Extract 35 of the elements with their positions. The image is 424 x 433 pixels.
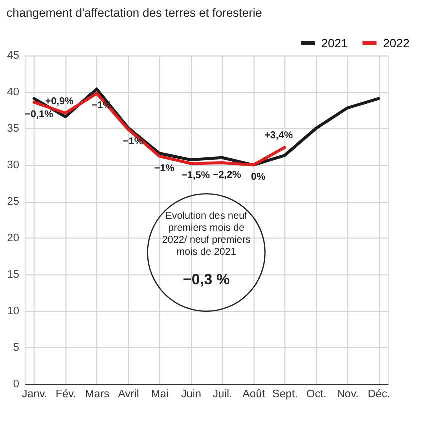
annotation: Evolution des neuf premiers mois de 2022/ neuf premiers mois de 2021 [162, 210, 251, 258]
y-tick-label: 25 [7, 196, 20, 208]
x-tick-label: Sept. [272, 388, 298, 401]
y-tick-label: 35 [7, 123, 20, 136]
x-tick-label: Mars [85, 388, 110, 401]
x-tick-label: Mai [151, 388, 169, 401]
y-tick-label: 15 [7, 269, 20, 282]
annotation: −0,1% [25, 109, 54, 120]
legend-label: 2022 [383, 36, 410, 50]
legend-label: 2021 [321, 36, 348, 50]
annotation: −0,3 % [183, 272, 230, 289]
annotation: −1% [123, 136, 144, 148]
chart-subtitle: changement d'affectation des terres et foresterie [6, 6, 263, 20]
x-tick-label: Avril [118, 388, 140, 401]
x-tick-label: Fév. [56, 388, 76, 401]
annotation: 0% [251, 172, 266, 184]
x-tick-label: Juil. [212, 388, 232, 401]
y-tick-label: 10 [7, 306, 20, 318]
x-tick-label: Nov. [337, 388, 359, 401]
y-tick-label: 20 [7, 232, 20, 245]
annotation: +3,4% [264, 130, 294, 142]
x-tick-label: Janv. [22, 388, 48, 401]
y-tick-label: 5 [13, 342, 20, 354]
annotation: −1,5% [182, 170, 210, 182]
y-tick-label: 45 [7, 50, 20, 62]
y-tick-label: 40 [7, 86, 20, 99]
x-tick-label: Oct. [306, 388, 327, 401]
y-tick-label: 30 [7, 160, 20, 172]
x-tick-label: Déc. [368, 388, 391, 401]
annotation: −1% [154, 163, 175, 174]
y-tick-label: 0 [13, 378, 20, 391]
annotation: −2,2% [212, 170, 242, 181]
x-tick-label: Août [242, 388, 266, 401]
annotation: +0,9% [45, 96, 74, 108]
x-tick-label: Juin [181, 388, 202, 401]
